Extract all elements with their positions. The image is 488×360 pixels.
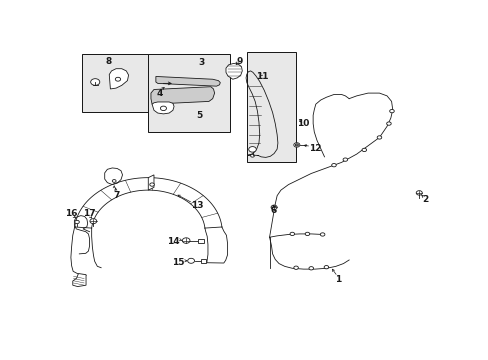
Circle shape <box>376 136 381 139</box>
Text: 12: 12 <box>308 144 321 153</box>
Polygon shape <box>73 274 86 287</box>
Circle shape <box>305 232 309 235</box>
Circle shape <box>295 144 298 146</box>
Text: 4: 4 <box>156 89 163 98</box>
Circle shape <box>160 106 166 111</box>
Circle shape <box>415 191 422 195</box>
Text: 6: 6 <box>270 206 276 215</box>
Circle shape <box>293 143 299 147</box>
Circle shape <box>331 163 336 167</box>
Polygon shape <box>151 87 214 104</box>
Circle shape <box>389 109 393 113</box>
Circle shape <box>320 233 324 236</box>
Circle shape <box>187 258 194 263</box>
Circle shape <box>289 232 294 235</box>
Polygon shape <box>109 69 128 89</box>
Circle shape <box>386 122 390 125</box>
Bar <box>197 239 204 243</box>
Text: 5: 5 <box>196 111 202 120</box>
Bar <box>82 54 150 112</box>
Text: 11: 11 <box>255 72 268 81</box>
Text: 17: 17 <box>83 209 96 218</box>
Text: 1: 1 <box>334 275 340 284</box>
Polygon shape <box>104 168 122 185</box>
Circle shape <box>90 219 97 224</box>
Polygon shape <box>225 63 242 79</box>
Circle shape <box>324 266 328 269</box>
Circle shape <box>343 158 347 161</box>
Circle shape <box>293 266 298 269</box>
Circle shape <box>182 238 189 243</box>
Circle shape <box>149 183 154 186</box>
Text: 16: 16 <box>65 209 78 218</box>
Text: 9: 9 <box>236 57 242 66</box>
Text: 15: 15 <box>172 258 184 267</box>
Text: 3: 3 <box>198 58 204 67</box>
Polygon shape <box>156 76 220 86</box>
Polygon shape <box>148 175 154 190</box>
Bar <box>246 51 296 162</box>
Text: 8: 8 <box>105 57 111 66</box>
Bar <box>148 54 229 132</box>
Circle shape <box>115 77 121 81</box>
Circle shape <box>75 220 79 224</box>
Text: 7: 7 <box>113 191 119 200</box>
Circle shape <box>270 205 277 210</box>
Circle shape <box>308 267 313 270</box>
Circle shape <box>361 148 366 152</box>
Circle shape <box>112 180 116 183</box>
Text: 10: 10 <box>297 119 309 128</box>
Text: 14: 14 <box>166 237 179 246</box>
Circle shape <box>90 79 100 85</box>
Polygon shape <box>152 102 174 114</box>
Bar <box>200 259 205 263</box>
Text: 13: 13 <box>191 201 203 210</box>
Text: 2: 2 <box>421 195 427 204</box>
Circle shape <box>250 154 254 157</box>
Circle shape <box>248 147 256 152</box>
